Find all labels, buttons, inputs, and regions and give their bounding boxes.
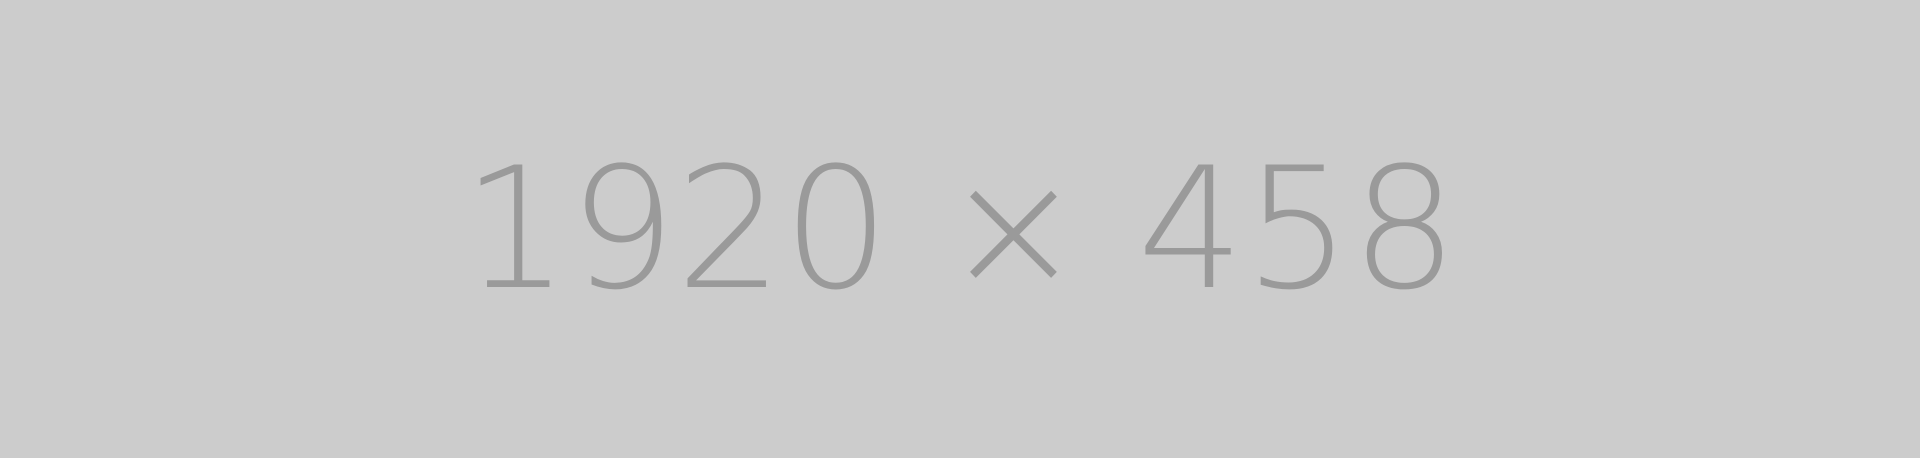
placeholder-dimensions-label: 1920 × 458 (462, 131, 1458, 327)
